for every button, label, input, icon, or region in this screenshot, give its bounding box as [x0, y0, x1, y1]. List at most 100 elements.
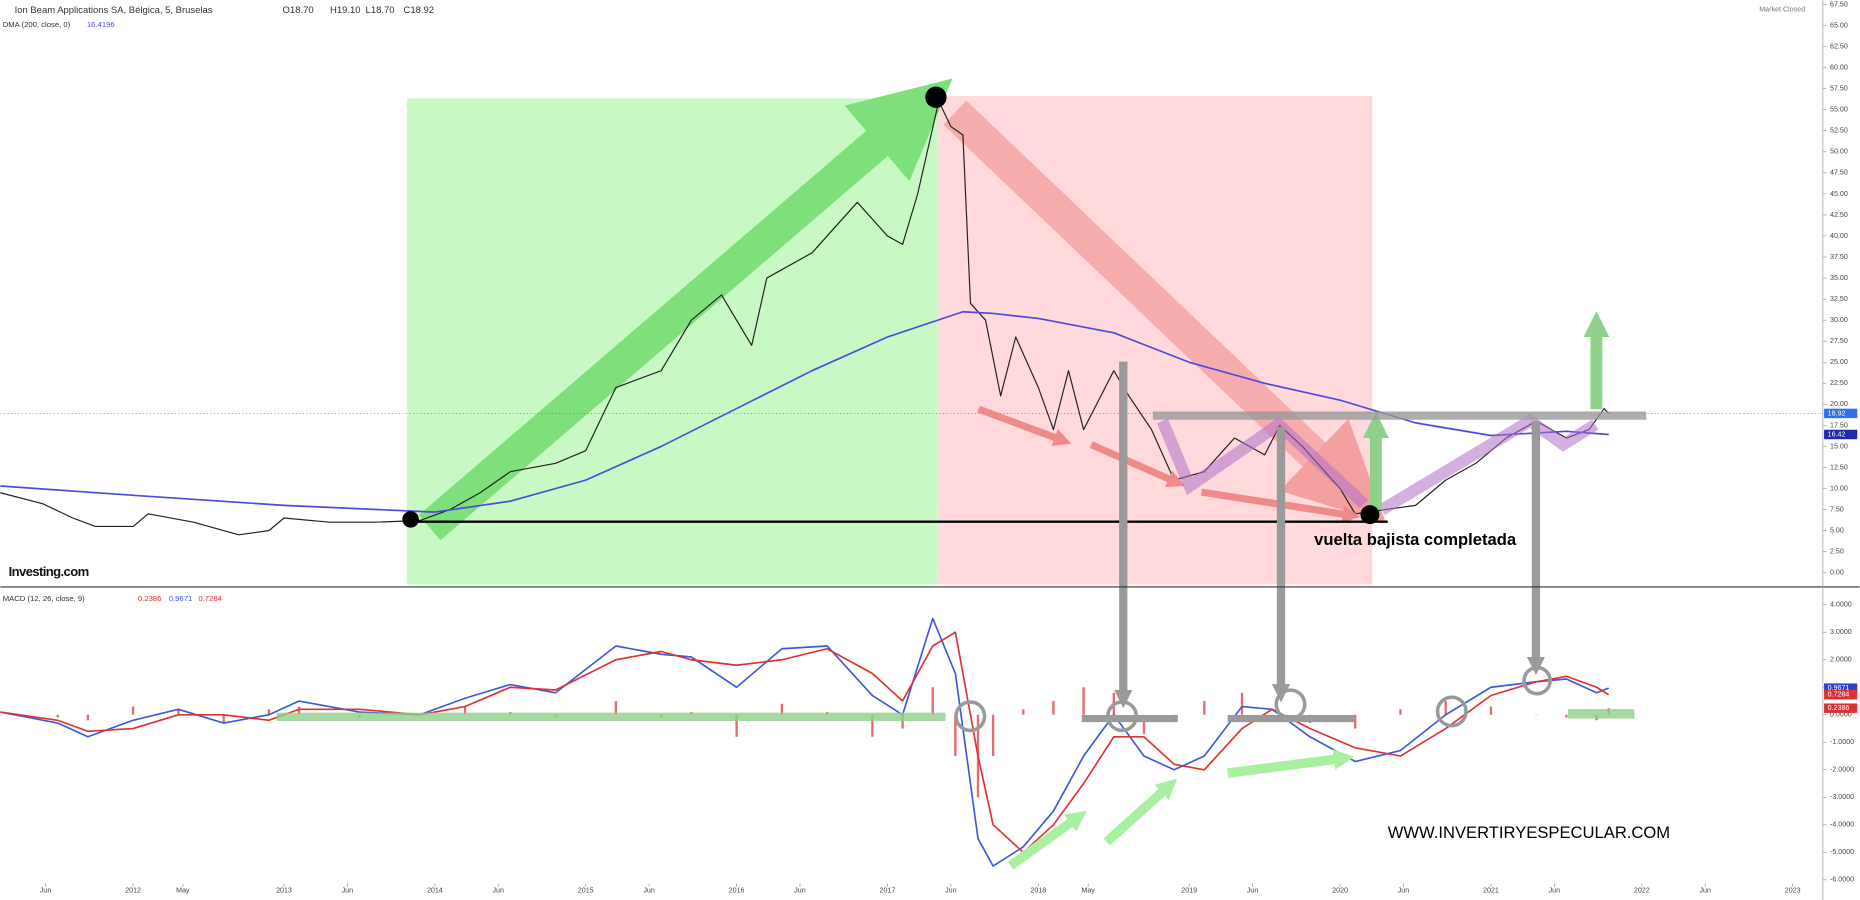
indicator-value: 16.4196	[87, 20, 115, 29]
y-tick-label: 7.50	[1830, 505, 1844, 513]
market-status: Market Closed	[1759, 5, 1805, 13]
marker-circle	[1274, 688, 1307, 721]
x-tick-label: 2018	[1030, 886, 1046, 894]
histogram-bar	[1142, 714, 1146, 735]
y-tick-label: 40.00	[1830, 232, 1848, 240]
histogram-bar	[222, 714, 225, 724]
arrow	[977, 405, 1072, 446]
histogram-bar	[56, 714, 59, 718]
histogram-bar	[614, 701, 618, 715]
drawings-back	[407, 78, 1387, 585]
y-tick-label: 15.00	[1830, 442, 1848, 450]
quote: C18.92	[404, 5, 435, 16]
histogram-bar	[1082, 687, 1085, 715]
y-tick-label: 4.0000	[1830, 601, 1852, 609]
marker-circle	[1522, 665, 1552, 696]
x-tick-label: Jun	[945, 886, 957, 894]
y-tick-label: 42.50	[1830, 211, 1848, 219]
indicator-value: 0.7284	[198, 594, 222, 603]
y-tick-label: -3.0000	[1830, 793, 1854, 801]
x-tick-label: 2023	[1785, 886, 1801, 894]
price-tag-label: 0.2386	[1828, 704, 1850, 712]
histogram-bar	[735, 714, 738, 737]
y-tick-label: 45.00	[1830, 190, 1848, 198]
x-tick-label: 2015	[578, 886, 594, 894]
pivot	[1360, 505, 1380, 525]
quote: L18.70	[366, 5, 395, 16]
histogram-bar	[780, 703, 784, 715]
histogram-bar	[901, 714, 904, 729]
x-tick-label: 2022	[1634, 886, 1650, 894]
series-line	[0, 631, 1610, 854]
marker-circle	[954, 700, 987, 733]
histogram-bar	[1353, 714, 1357, 729]
chart-title: Ion Beam Applications SA, Bélgica, 5, Br…	[15, 5, 213, 16]
zigzag	[1156, 416, 1369, 509]
y-tick-label: 32.50	[1830, 295, 1848, 303]
y-tick-label: 2.0000	[1830, 656, 1852, 664]
arrow	[1227, 749, 1355, 778]
histogram-bar	[1203, 701, 1206, 715]
resistance-bar	[1152, 411, 1647, 420]
x-tick-label: Jun	[1247, 886, 1259, 894]
histogram-bar	[1444, 701, 1447, 715]
macd-band	[1567, 709, 1635, 719]
y-tick-label: 12.50	[1830, 463, 1848, 471]
x-tick-label: Jun	[342, 886, 354, 894]
y-tick-label: 55.00	[1830, 106, 1848, 114]
x-tick-label: Jun	[492, 886, 504, 894]
indicator-value: 0.9671	[169, 594, 193, 603]
logo: Investing.com	[9, 564, 89, 579]
price-tag-label: 0.9671	[1828, 684, 1850, 692]
y-tick-label: -4.0000	[1830, 821, 1854, 829]
x-tick-label: Jun	[794, 886, 806, 894]
y-tick-label: 22.50	[1830, 379, 1848, 387]
x-tick-label: 2016	[729, 886, 745, 894]
price-tag	[1824, 429, 1858, 440]
x-tick-label: Jun	[1699, 886, 1711, 894]
y-tick-label: 35.00	[1830, 274, 1848, 282]
y-tick-label: 5.00	[1830, 527, 1844, 535]
histogram-bar	[1565, 714, 1568, 718]
histogram-bar	[1399, 709, 1402, 715]
macd-band	[276, 712, 946, 721]
arrow	[1089, 441, 1185, 487]
x-tick-label: 2020	[1332, 886, 1348, 894]
y-tick-label: 25.00	[1830, 358, 1848, 366]
price-tag-label: 18.92	[1828, 409, 1846, 417]
y-tick-label: 57.50	[1830, 85, 1848, 93]
y-tick-label: 20.00	[1830, 400, 1848, 408]
histogram-bar	[1052, 701, 1055, 715]
indicator-title: DMA (200, close, 0)	[3, 20, 71, 29]
histogram-bar	[931, 687, 934, 715]
y-tick-label: 3.0000	[1830, 628, 1852, 636]
x-tick-label: 2012	[125, 886, 141, 894]
price-tag-label: 0.7284	[1828, 691, 1850, 699]
y-tick-label: 62.50	[1830, 42, 1848, 50]
arrow	[1200, 488, 1361, 523]
histogram-bar	[267, 709, 271, 715]
macd-panel: 4.00003.00002.00001.00000.0000-1.0000-2.…	[0, 601, 1858, 894]
series-line	[0, 617, 1609, 867]
histogram-bar	[954, 714, 957, 757]
macd-band	[1081, 715, 1178, 723]
arrow	[1007, 810, 1088, 870]
histogram-bar	[297, 706, 301, 715]
marker-circle	[1106, 700, 1139, 733]
histogram-bar	[1489, 706, 1493, 715]
labels: Ion Beam Applications SA, Bélgica, 5, Br…	[3, 5, 1805, 842]
price-tag-label: 16.42	[1828, 430, 1846, 438]
price-tag	[1824, 689, 1858, 700]
histogram-bar	[131, 706, 135, 715]
marker-circle	[1435, 695, 1468, 728]
price-tag	[1824, 683, 1858, 693]
y-tick-label: 47.50	[1830, 169, 1848, 177]
annotation: vuelta bajista completada	[1314, 530, 1517, 549]
histogram-bar	[463, 706, 467, 715]
y-tick-label: 30.00	[1830, 316, 1848, 324]
pivot	[925, 86, 947, 108]
x-tick-label: Jun	[643, 886, 655, 894]
x-tick-label: Jun	[1398, 886, 1410, 894]
